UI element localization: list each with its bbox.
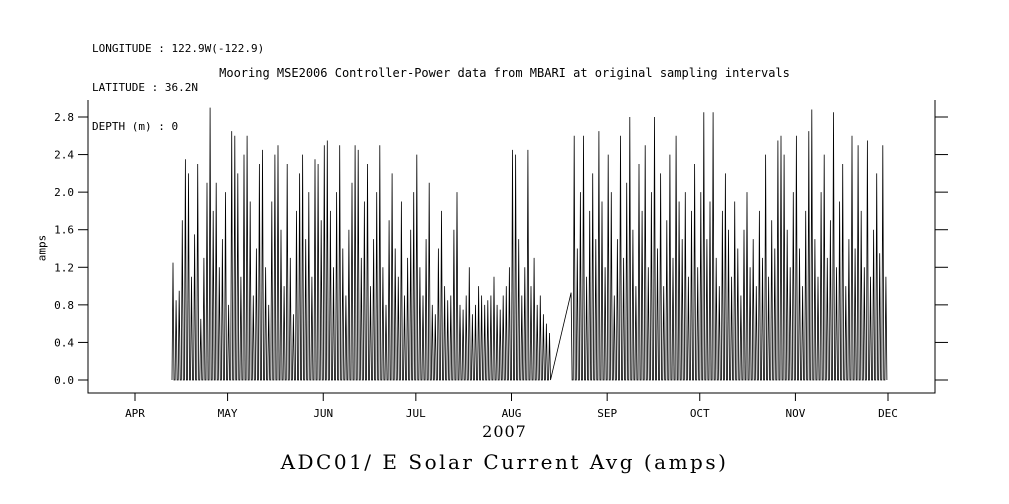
chart-bottom-title: ADC01/ E Solar Current Avg (amps) bbox=[280, 450, 729, 474]
x-axis-month-label: JUN bbox=[313, 407, 333, 420]
y-axis-tick-label: 1.2 bbox=[54, 261, 74, 274]
metadata-depth: DEPTH (m) : 0 bbox=[92, 120, 179, 133]
x-axis-year-label: 2007 bbox=[482, 422, 527, 441]
y-axis-tick-label: 0.8 bbox=[54, 299, 74, 312]
y-axis-tick-label: 2.8 bbox=[54, 111, 74, 124]
x-axis-month-label: APR bbox=[125, 407, 145, 420]
x-axis-month-label: NOV bbox=[785, 407, 805, 420]
metadata-longitude: LONGITUDE : 122.9W(-122.9) bbox=[92, 42, 265, 55]
metadata-latitude: LATITUDE : 36.2N bbox=[92, 81, 198, 94]
x-axis-month-label: AUG bbox=[502, 407, 522, 420]
x-axis-month-label: MAY bbox=[218, 407, 238, 420]
y-axis-tick-label: 2.0 bbox=[54, 186, 74, 199]
plot-title: Mooring MSE2006 Controller-Power data fr… bbox=[219, 66, 790, 80]
y-axis-tick-label: 0.0 bbox=[54, 374, 74, 387]
y-axis-tick-label: 0.4 bbox=[54, 336, 74, 349]
y-axis-tick-label: 1.6 bbox=[54, 224, 74, 237]
x-axis-month-label: OCT bbox=[690, 407, 710, 420]
x-axis-month-label: JUL bbox=[406, 407, 426, 420]
x-axis-month-label: DEC bbox=[878, 407, 898, 420]
station-metadata: LONGITUDE : 122.9W(-122.9) LATITUDE : 36… bbox=[92, 16, 264, 159]
solar-current-series bbox=[171, 107, 888, 381]
y-axis-tick-label: 2.4 bbox=[54, 149, 74, 162]
x-axis-month-label: SEP bbox=[597, 407, 617, 420]
